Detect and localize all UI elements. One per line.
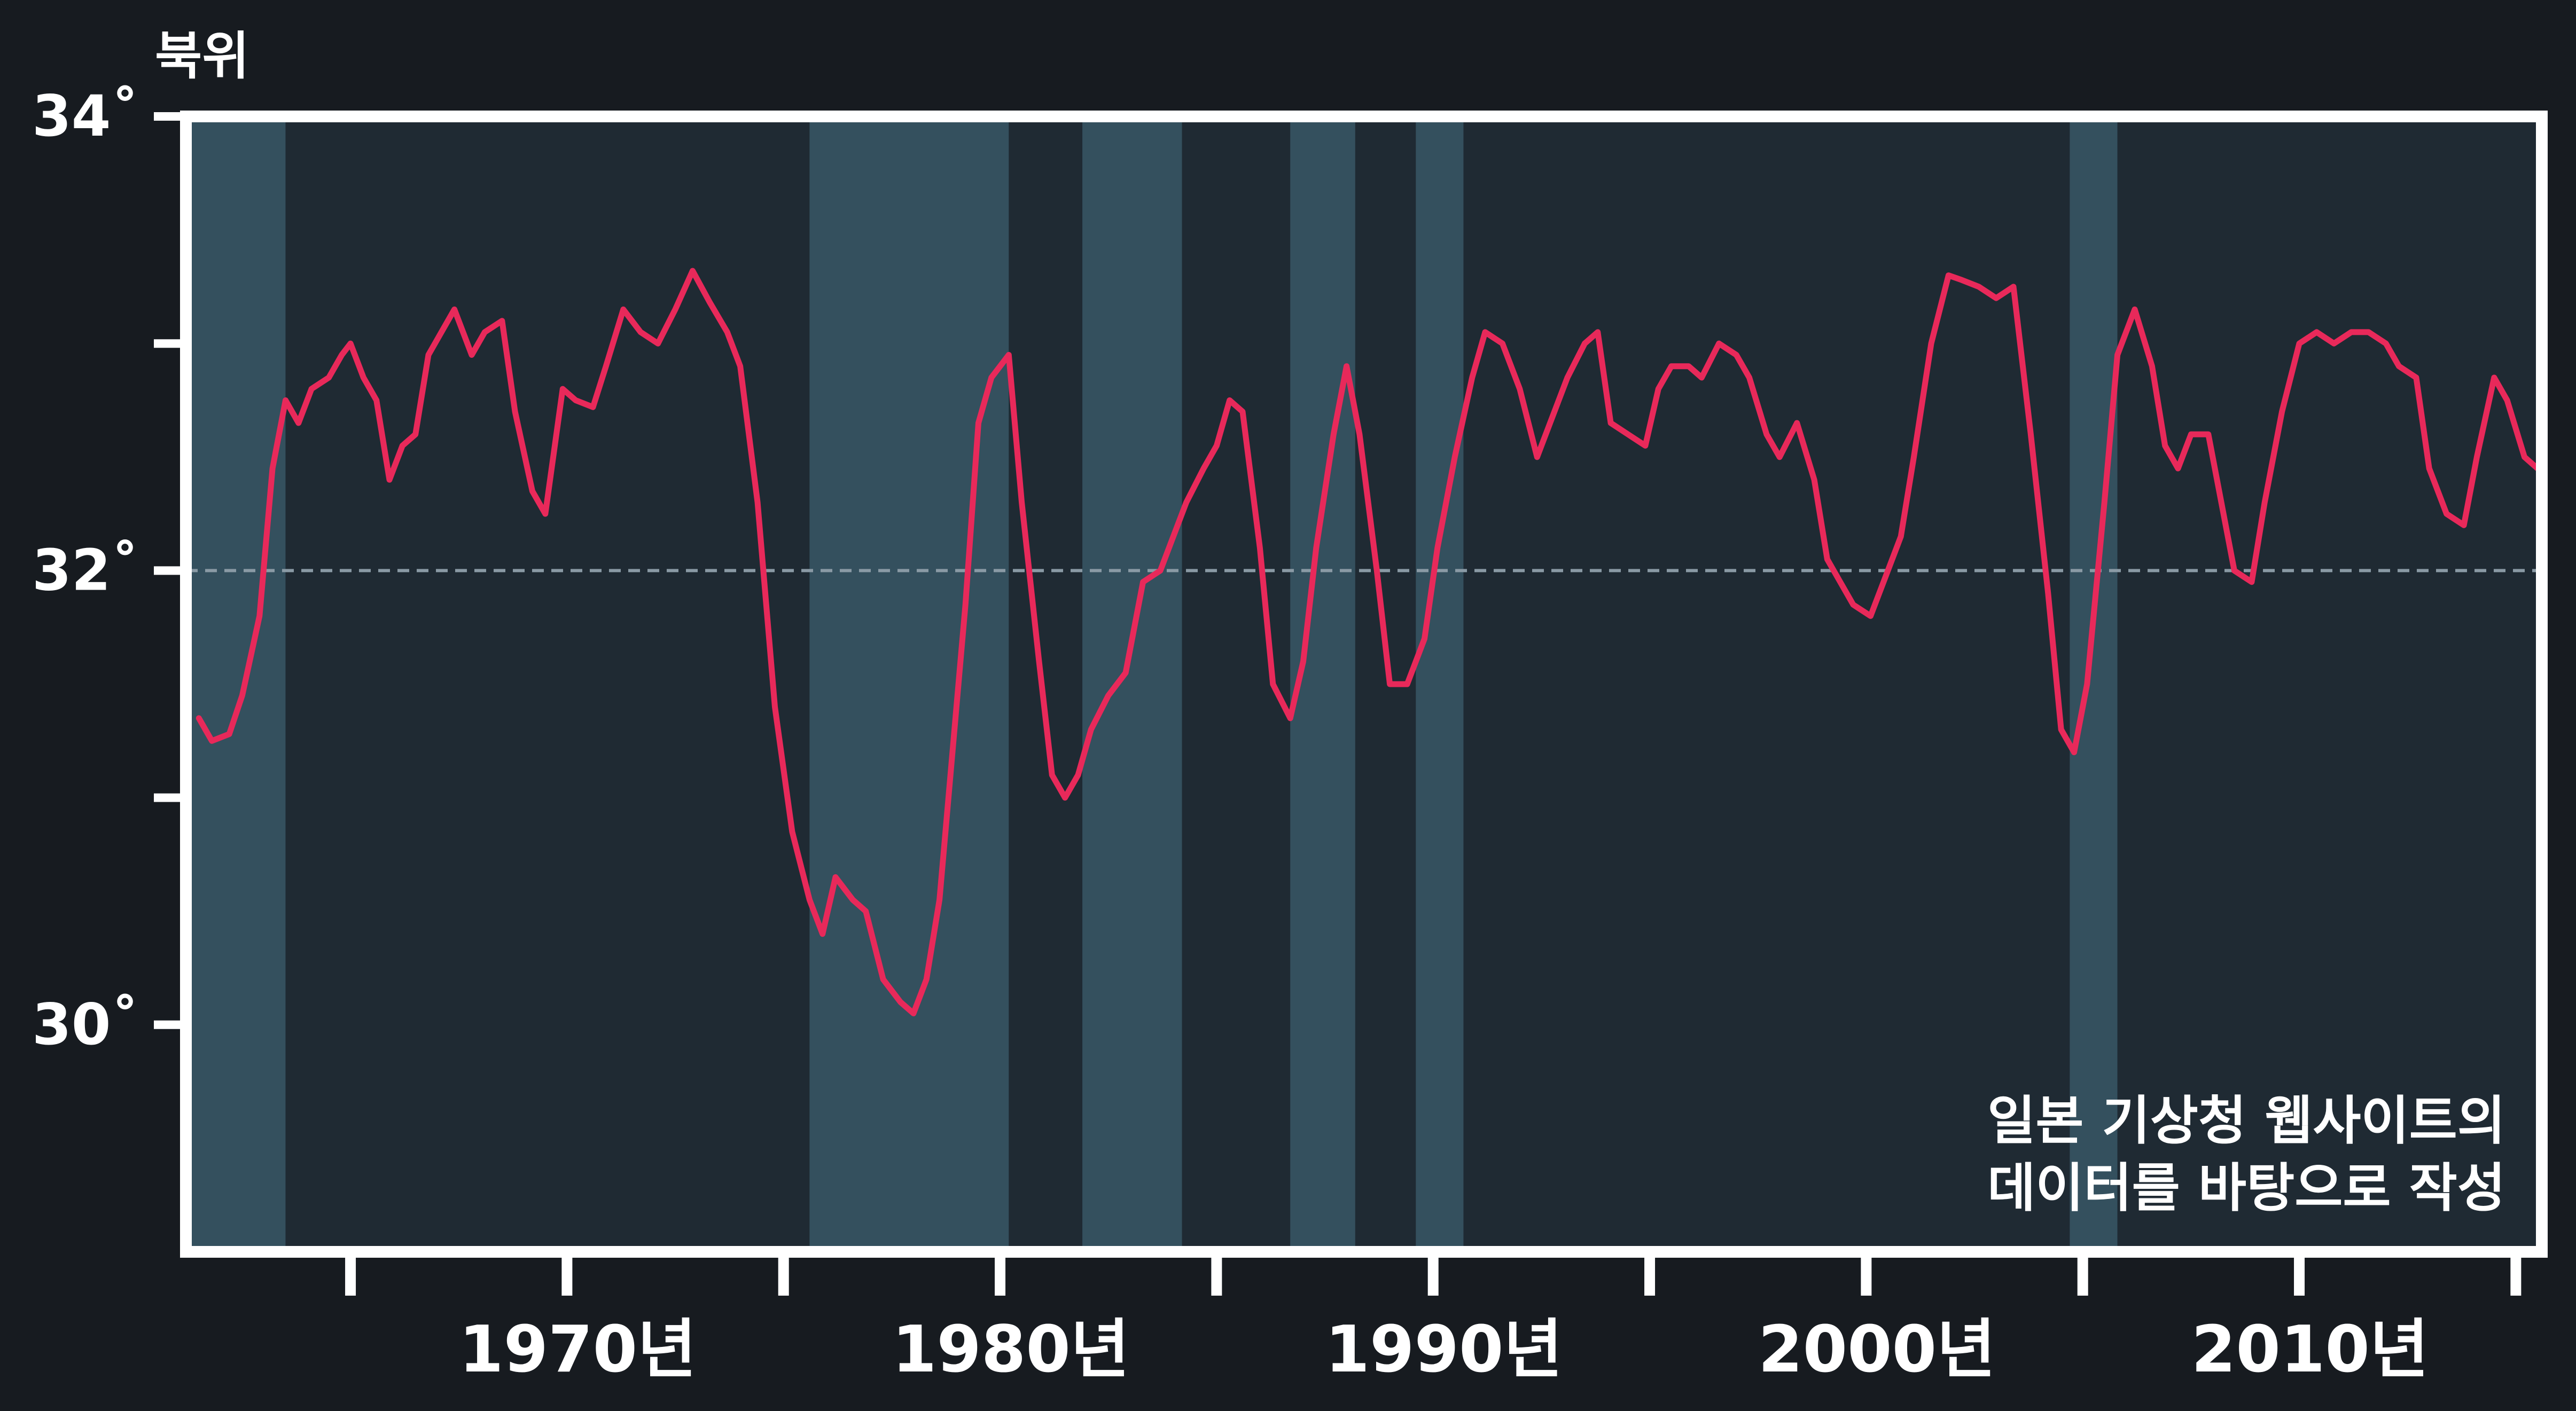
y-tick-label-1: 34˚ [32,83,139,149]
shaded-band-2 [809,116,1009,1252]
x-tick-label-8: 2000년 [1758,1313,1995,1387]
series-line [196,268,2541,1016]
x-tick-label-2: 1970년 [459,1313,696,1387]
shaded-band-3 [1082,116,1182,1252]
shaded-band-5 [1416,116,1464,1252]
x-tick-label-6: 1990년 [1325,1313,1563,1387]
annotation-line-2: 데이터를 바탕으로 작성 [1987,1158,2505,1219]
annotation-line-1: 일본 기상청 웹사이트의 [1987,1091,2505,1151]
x-tick-label-10: 2010년 [2191,1313,2429,1387]
x-axis: 1970년 1980년 1990년 2000년 2010년 [345,1252,2522,1387]
plot-frame [180,111,2548,1258]
y-tick-label-5: 30˚ [32,992,139,1057]
shaded-periods [186,116,2118,1252]
x-tick-label-4: 1980년 [892,1313,1129,1387]
shaded-band-6 [2070,116,2118,1252]
shaded-band-1 [186,116,286,1252]
y-axis: 34˚ 32˚ 30˚ [32,83,186,1057]
y-axis-label: 북위 [155,26,249,86]
shaded-band-4 [1290,116,1355,1252]
plot-area [186,116,2542,1252]
y-tick-label-3: 32˚ [32,537,139,603]
